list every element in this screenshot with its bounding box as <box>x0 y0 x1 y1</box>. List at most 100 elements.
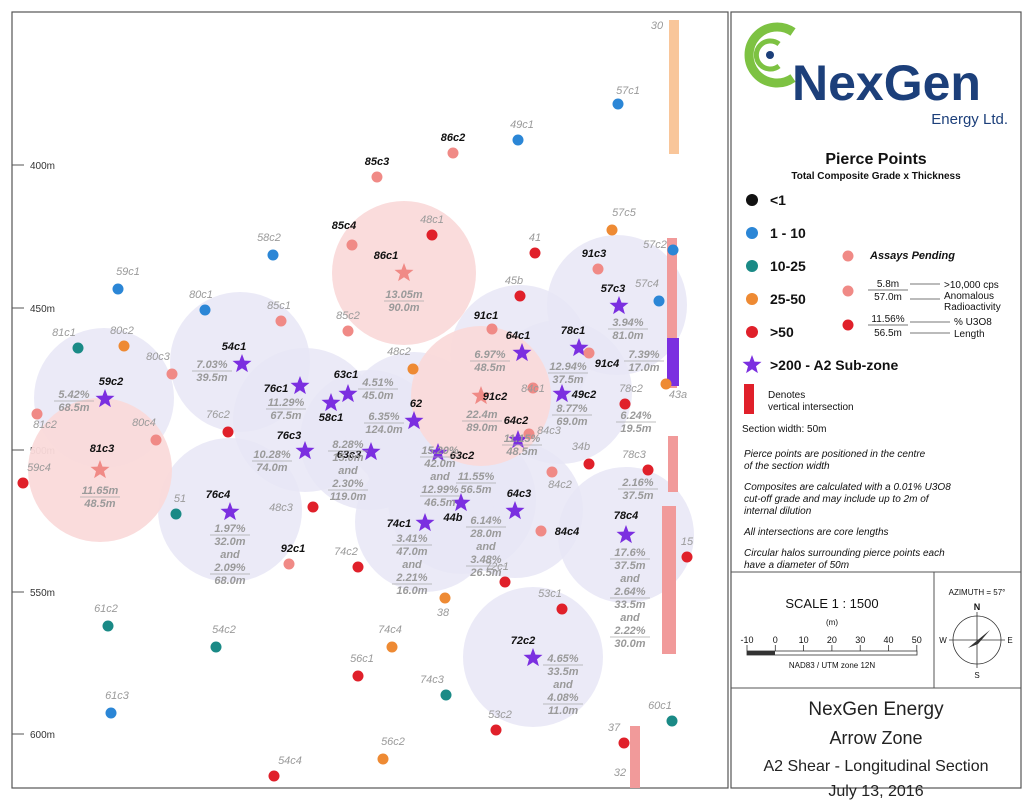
intersection-value: 6.24% <box>620 410 651 422</box>
pierce-point-45b[interactable]: 45b <box>505 275 526 302</box>
star-marker <box>290 376 310 395</box>
pierce-point-74c2[interactable]: 74c2 <box>334 546 364 573</box>
pierce-point-76c4[interactable]: 76c4 <box>206 489 240 521</box>
pierce-point-56c2[interactable]: 56c2 <box>377 736 405 765</box>
pierce-point-58c1[interactable]: 58c1 <box>319 393 343 424</box>
pierce-point-53c1[interactable]: 53c1 <box>538 588 568 615</box>
pierce-point-label: 74c1 <box>387 518 411 530</box>
pierce-point-59c2[interactable]: 59c2 <box>95 376 124 408</box>
pierce-point-76c3[interactable]: 76c3 <box>277 430 315 460</box>
intersection-value: 37.5m <box>552 374 583 386</box>
pierce-point-53c2[interactable]: 53c2 <box>488 709 512 736</box>
pierce-point-72c2[interactable]: 72c2 <box>511 635 543 667</box>
pierce-point-49c2[interactable]: 49c2 <box>552 384 597 403</box>
pierce-point-80c2[interactable]: 80c2 <box>110 325 134 352</box>
pierce-point-85c1[interactable]: 85c1 <box>267 300 291 327</box>
pierce-point-61c2[interactable]: 61c2 <box>94 603 118 632</box>
pierce-point-41[interactable]: 41 <box>529 232 541 259</box>
pierce-point-76c1[interactable]: 76c1 <box>264 376 310 395</box>
pierce-point-57c1[interactable]: 57c1 <box>612 85 640 110</box>
pierce-point-84c4[interactable]: 84c4 <box>535 525 580 539</box>
dot-marker <box>681 551 693 563</box>
pierce-point-49c1[interactable]: 49c1 <box>510 119 534 146</box>
pierce-point-64c2[interactable]: 64c2 <box>504 415 528 449</box>
pierce-point-62[interactable]: 62 <box>404 398 424 430</box>
pierce-point-63c2[interactable]: 63c2 <box>428 443 475 462</box>
pierce-point-57c5[interactable]: 57c5 <box>606 207 637 236</box>
intersection-54c1: 7.03%39.5m <box>192 359 232 384</box>
pierce-point-label: 76c2 <box>206 409 230 421</box>
pierce-point-92c1[interactable]: 92c1 <box>281 543 305 570</box>
pierce-point-78c4[interactable]: 78c4 <box>614 510 638 544</box>
pierce-point-86c1[interactable]: 86c1 <box>374 250 414 282</box>
pierce-point-57c3[interactable]: 57c3 <box>601 283 629 315</box>
pierce-point-81c2[interactable]: 81c2 <box>31 408 57 432</box>
pierce-point-80c4[interactable]: 80c4 <box>132 417 162 446</box>
pierce-point-81c3[interactable]: 81c3 <box>90 443 114 479</box>
pierce-point-34b[interactable]: 34b <box>572 441 595 470</box>
pierce-point-72c1[interactable]: 72c1 <box>485 561 511 588</box>
pierce-point-84c2[interactable]: 84c2 <box>546 466 572 492</box>
pierce-point-48c3[interactable]: 48c3 <box>269 501 319 515</box>
star-marker <box>428 443 448 462</box>
pierce-point-57c2[interactable]: 57c2 <box>643 239 679 256</box>
scale-tick-label: -10 <box>740 635 753 645</box>
pierce-point-label: 43a <box>669 389 687 401</box>
pierce-point-74c1[interactable]: 74c1 <box>387 513 435 532</box>
intersection-value: 37.5m <box>614 560 645 572</box>
note-line: internal dilution <box>744 506 812 517</box>
pierce-point-60c1[interactable]: 60c1 <box>648 700 678 727</box>
pierce-point-80c1[interactable]: 80c1 <box>189 289 213 316</box>
pierce-point-43a[interactable]: 43a <box>660 378 688 402</box>
pierce-point-57c4[interactable]: 57c4 <box>635 278 665 307</box>
pierce-point-80c3[interactable]: 80c3 <box>146 351 178 380</box>
dot-marker <box>72 342 84 354</box>
pierce-point-63c3[interactable]: 63c3 <box>337 442 381 461</box>
pierce-point-37[interactable]: 37 <box>608 722 630 749</box>
pierce-point-85c4[interactable]: 85c4 <box>332 220 358 251</box>
pierce-point-78c1[interactable]: 78c1 <box>561 325 589 357</box>
pierce-point-label: 63c3 <box>337 449 361 461</box>
pierce-point-91c2[interactable]: 91c2 <box>471 386 508 405</box>
pierce-point-64c1[interactable]: 64c1 <box>506 330 532 362</box>
pierce-point-85c3[interactable]: 85c3 <box>365 156 389 183</box>
pierce-point-59c1[interactable]: 59c1 <box>112 266 140 295</box>
pierce-point-64c3[interactable]: 64c3 <box>505 488 532 520</box>
pierce-point-74c4[interactable]: 74c4 <box>378 624 402 653</box>
star-marker <box>512 343 532 362</box>
pierce-point-63c1[interactable]: 63c1 <box>334 369 358 403</box>
pierce-point-85c2[interactable]: 85c2 <box>336 310 360 337</box>
pierce-point-30[interactable]: 30 <box>651 20 664 32</box>
pierce-point-58c2[interactable]: 58c2 <box>257 232 281 261</box>
pierce-point-86c2[interactable]: 86c2 <box>441 132 465 159</box>
pierce-point-label: 78c4 <box>614 510 638 522</box>
pierce-point-78c2[interactable]: 78c2 <box>619 383 643 410</box>
legend-class-label: >50 <box>770 324 794 340</box>
pierce-point-15[interactable]: 15 <box>681 536 694 563</box>
pierce-point-56c1[interactable]: 56c1 <box>350 653 374 682</box>
pierce-point-54c2[interactable]: 54c2 <box>210 624 236 653</box>
pierce-point-54c4[interactable]: 54c4 <box>268 755 302 782</box>
pierce-point-51[interactable]: 51 <box>170 493 187 520</box>
pierce-point-91c3[interactable]: 91c3 <box>582 248 606 275</box>
pierce-point-48c2[interactable]: 48c2 <box>387 346 419 375</box>
pierce-point-61c3[interactable]: 61c3 <box>105 690 130 719</box>
pierce-point-81c1[interactable]: 81c1 <box>52 327 84 354</box>
star-marker <box>394 263 414 282</box>
dot-marker <box>592 263 604 275</box>
pierce-point-54c1[interactable]: 54c1 <box>222 341 252 373</box>
pierce-point-32[interactable]: 32 <box>614 767 626 779</box>
pierce-point-74c3[interactable]: 74c3 <box>420 674 452 701</box>
pierce-point-78c3[interactable]: 78c3 <box>622 449 654 476</box>
legend-anomalous-bottom: 57.0m <box>874 292 902 303</box>
pierce-point-59c4[interactable]: 59c4 <box>17 462 51 489</box>
pierce-point-38[interactable]: 38 <box>437 592 451 620</box>
pierce-point-91c4[interactable]: 91c4 <box>583 347 620 371</box>
pierce-point-91c1[interactable]: 91c1 <box>474 310 498 335</box>
intersection-49c2: 8.77%69.0m <box>552 403 592 428</box>
pierce-point-44b[interactable]: 44b <box>443 493 471 524</box>
pierce-point-84c1[interactable]: 84c1 <box>521 382 545 396</box>
pierce-point-48c1[interactable]: 48c1 <box>420 214 444 241</box>
pierce-point-76c2[interactable]: 76c2 <box>206 409 234 438</box>
pierce-point-84c3[interactable]: 84c3 <box>523 425 562 440</box>
